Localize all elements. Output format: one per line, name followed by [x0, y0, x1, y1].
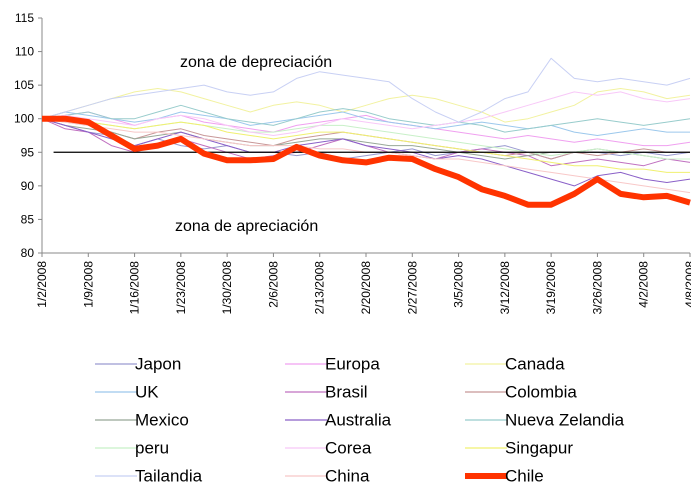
- x-tick-label: 4/2/2008: [637, 261, 651, 308]
- series-line: [41, 118, 690, 160]
- series-line: [41, 91, 691, 136]
- x-tick-label: 2/20/2008: [359, 261, 373, 315]
- legend-label: Japon: [135, 354, 181, 373]
- y-tick-label: 90: [21, 179, 35, 193]
- legend-label: Nueva Zelandia: [505, 410, 625, 429]
- x-tick-label: 2/13/2008: [313, 261, 327, 315]
- series-line: [42, 118, 690, 173]
- legend-label: Corea: [325, 438, 372, 457]
- legend-label: Canada: [505, 354, 565, 373]
- legend-label: Mexico: [135, 410, 189, 429]
- y-tick-label: 115: [15, 11, 34, 25]
- y-tick-label: 110: [15, 45, 34, 59]
- series-line: [41, 104, 691, 133]
- y-tick-label: 105: [14, 78, 34, 92]
- x-tick-label: 2/6/2008: [266, 261, 280, 308]
- x-tick-label: 3/5/2008: [452, 261, 466, 308]
- x-tick-label: 1/9/2008: [81, 261, 95, 308]
- legend-label: Chile: [505, 466, 544, 485]
- y-tick-label: 85: [21, 212, 35, 226]
- series-line: [41, 111, 690, 136]
- legend-label: Brasil: [325, 382, 368, 401]
- y-tick-label: 95: [21, 145, 35, 159]
- x-tick-label: 1/30/2008: [220, 261, 234, 315]
- series-line: [42, 115, 691, 208]
- series-line: [41, 88, 691, 123]
- x-tick-label: 2/27/2008: [405, 261, 419, 315]
- x-tick-label: 3/12/2008: [498, 261, 512, 315]
- annotation: zona de apreciación: [175, 218, 318, 235]
- series-line: [41, 118, 691, 187]
- legend-label: Australia: [325, 410, 392, 429]
- legend-label: Colombia: [505, 382, 577, 401]
- x-tick-label: 1/23/2008: [174, 261, 188, 315]
- x-tick-label: 3/19/2008: [544, 261, 558, 315]
- x-tick-label: 4/8/2008: [683, 261, 691, 308]
- legend-label: Europa: [325, 354, 380, 373]
- series-line: [42, 118, 690, 160]
- legend-label: China: [325, 466, 370, 485]
- legend-label: UK: [135, 382, 159, 401]
- legend-label: Tailandia: [135, 466, 203, 485]
- x-tick-label: 1/16/2008: [128, 261, 142, 315]
- series-line: [41, 118, 691, 160]
- series-line: [41, 57, 691, 123]
- y-tick-label: 80: [21, 246, 35, 260]
- annotation: zona de depreciación: [180, 54, 332, 71]
- legend-label: Singapur: [505, 438, 573, 457]
- legend-label: peru: [135, 438, 169, 457]
- series-line: [41, 118, 690, 160]
- x-tick-label: 3/26/2008: [590, 261, 604, 315]
- x-tick-label: 1/2/2008: [35, 261, 49, 308]
- y-tick-label: 100: [14, 112, 34, 126]
